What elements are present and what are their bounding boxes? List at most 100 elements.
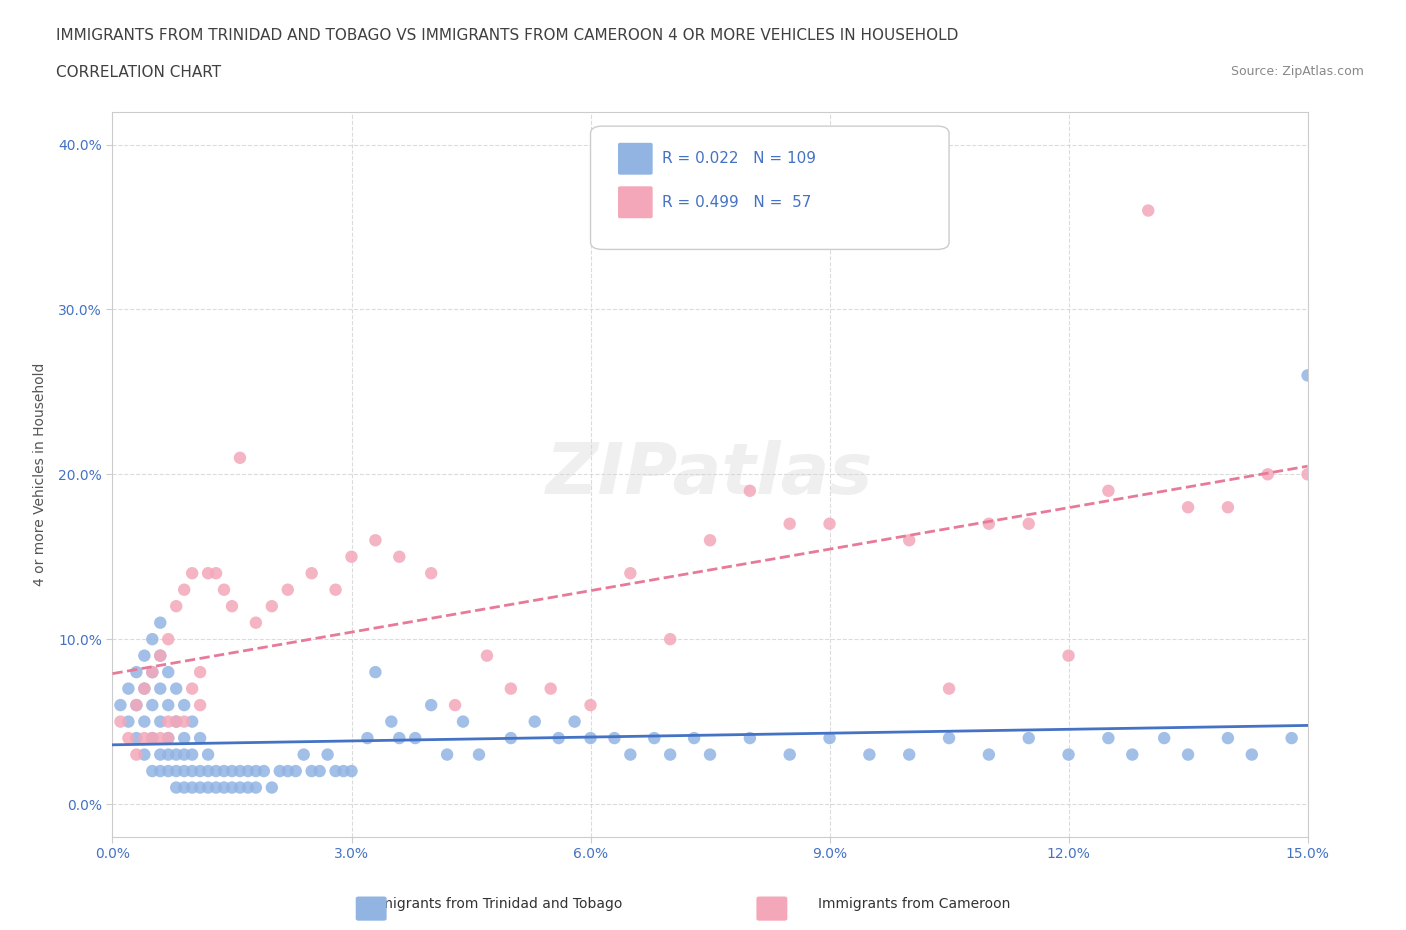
Point (221, 764, 243, 778)
Point (420, 698, 443, 712)
Point (157, 731, 180, 746)
Point (212, 780, 235, 795)
Point (683, 731, 706, 746)
Point (149, 747, 172, 762)
FancyBboxPatch shape (591, 126, 949, 249)
Point (188, 665, 211, 680)
Point (1257, 467, 1279, 482)
Point (1240, 747, 1263, 762)
Point (165, 747, 187, 762)
Point (181, 764, 204, 778)
Y-axis label: 4 or more Vehicles in Household: 4 or more Vehicles in Household (34, 363, 46, 586)
Point (157, 665, 180, 680)
Point (141, 764, 163, 778)
Text: IMMIGRANTS FROM TRINIDAD AND TOBAGO VS IMMIGRANTS FROM CAMEROON 4 OR MORE VEHICL: IMMIGRANTS FROM TRINIDAD AND TOBAGO VS I… (56, 28, 959, 43)
Text: ZIPatlas: ZIPatlas (547, 440, 873, 509)
Point (301, 565, 323, 580)
Point (779, 747, 801, 762)
Point (173, 731, 195, 746)
Point (221, 780, 243, 795)
Point (173, 714, 195, 729)
Point (659, 631, 682, 646)
FancyBboxPatch shape (619, 143, 652, 175)
Point (499, 731, 522, 746)
Point (468, 747, 491, 762)
Point (125, 698, 148, 712)
Point (149, 616, 172, 631)
Point (1057, 648, 1080, 663)
Point (475, 648, 498, 663)
Point (197, 764, 219, 778)
Point (165, 714, 187, 729)
Point (134, 681, 156, 696)
Point (579, 731, 602, 746)
Point (898, 533, 921, 548)
Point (205, 780, 228, 795)
Point (1137, 203, 1160, 218)
Point (603, 731, 626, 746)
Point (117, 731, 139, 746)
Point (188, 780, 211, 795)
Point (1153, 731, 1175, 746)
Point (364, 665, 387, 680)
Point (173, 780, 195, 795)
Point (229, 764, 252, 778)
Point (165, 681, 187, 696)
Point (436, 747, 458, 762)
Point (499, 681, 522, 696)
Point (547, 731, 569, 746)
Point (420, 565, 443, 580)
Point (165, 764, 187, 778)
Point (1281, 731, 1303, 746)
Point (173, 764, 195, 778)
Point (404, 731, 426, 746)
Point (134, 731, 156, 746)
Point (818, 731, 841, 746)
Point (444, 698, 467, 712)
Point (117, 714, 139, 729)
Point (157, 764, 180, 778)
Point (977, 747, 1000, 762)
Point (1177, 747, 1199, 762)
Point (1018, 731, 1040, 746)
Point (523, 714, 546, 729)
Point (738, 731, 761, 746)
Point (125, 747, 148, 762)
Point (134, 648, 156, 663)
Point (388, 550, 411, 565)
Point (1216, 731, 1239, 746)
Point (269, 764, 291, 778)
Point (149, 714, 172, 729)
FancyBboxPatch shape (619, 186, 652, 219)
Point (356, 731, 378, 746)
Point (1057, 747, 1080, 762)
Point (316, 747, 339, 762)
Point (1296, 368, 1319, 383)
Point (149, 648, 172, 663)
Point (619, 565, 641, 580)
Point (1097, 731, 1119, 746)
Point (188, 731, 211, 746)
Point (245, 780, 267, 795)
Point (181, 681, 204, 696)
Point (659, 747, 682, 762)
Point (181, 714, 204, 729)
Point (253, 764, 276, 778)
Point (134, 681, 156, 696)
Text: Immigrants from Trinidad and Tobago: Immigrants from Trinidad and Tobago (361, 897, 623, 911)
Point (181, 565, 204, 580)
Point (236, 780, 259, 795)
Point (380, 714, 402, 729)
Point (205, 764, 228, 778)
Point (938, 731, 960, 746)
Point (141, 631, 163, 646)
Point (236, 764, 259, 778)
Point (157, 631, 180, 646)
Point (858, 747, 880, 762)
Point (188, 698, 211, 712)
Point (212, 582, 235, 597)
Point (898, 747, 921, 762)
Text: Source: ZipAtlas.com: Source: ZipAtlas.com (1230, 65, 1364, 78)
Point (181, 780, 204, 795)
Point (149, 648, 172, 663)
